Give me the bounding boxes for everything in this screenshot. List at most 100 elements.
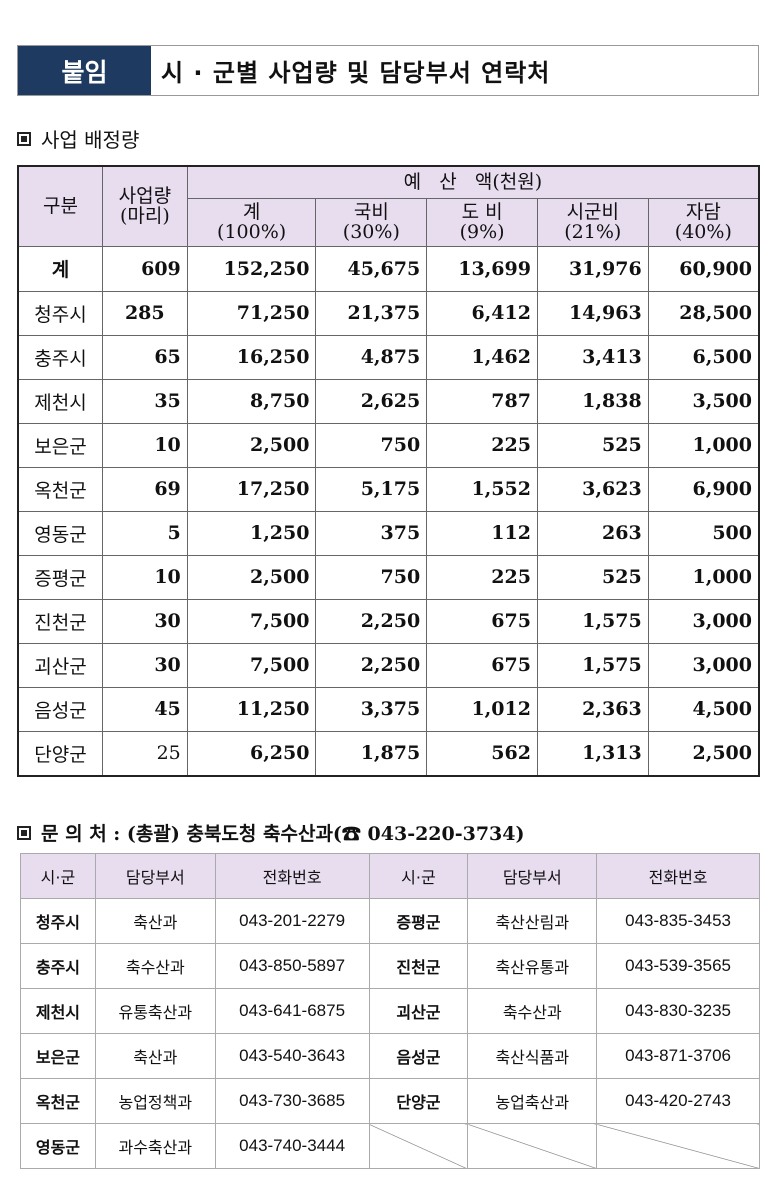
value-cell: 17,250 <box>186 466 317 512</box>
department-cell: 축산과 <box>94 1033 216 1079</box>
contacts-table: 시·군 담당부서 전화번호 시·군 담당부서 전화번호 청주시 축산과 043-201-227… <box>20 853 760 1169</box>
value-cell: 6,500 <box>647 334 760 380</box>
value-cell: 787 <box>426 378 538 424</box>
value-cell: 750 <box>315 422 428 468</box>
value-cell: 11,250 <box>186 686 317 732</box>
value-cell: 6,412 <box>426 290 538 336</box>
phone-cell: 043-830-3235 <box>596 988 760 1034</box>
phone-cell: 043-871-3706 <box>596 1033 760 1079</box>
region-cell: 청주시 <box>20 898 96 944</box>
region-cell: 옥천군 <box>17 466 103 512</box>
value-cell: 25 <box>101 730 188 776</box>
table-row: 제천시 유통축산과 043-641-6875 괴산군 축수산과 043-830-3235 <box>20 988 760 1034</box>
value-cell: 28,500 <box>647 290 760 336</box>
value-cell: 3,000 <box>647 598 760 644</box>
value-cell: 1,552 <box>426 466 538 512</box>
value-cell: 2,500 <box>186 554 317 600</box>
table-row: 보은군 축산과 043-540-3643 음성군 축산식품과 043-871-3706 <box>20 1033 760 1079</box>
value-cell: 3,000 <box>647 642 760 688</box>
value-cell: 3,375 <box>315 686 428 732</box>
value-cell: 1,313 <box>536 730 649 776</box>
table-row: 음성군 45 11,250 3,375 1,012 2,363 4,500 <box>17 686 760 732</box>
value-cell: 1,575 <box>536 642 649 688</box>
value-cell: 750 <box>315 554 428 600</box>
value-cell: 30 <box>101 598 188 644</box>
table-row: 영동군 과수축산과 043-740-3444 <box>20 1123 760 1169</box>
empty-cell <box>368 1123 469 1169</box>
region-cell: 진천군 <box>17 598 103 644</box>
table-row: 단양군 25 6,250 1,875 562 1,313 2,500 <box>17 730 760 776</box>
region-cell: 괴산군 <box>17 642 103 688</box>
square-bullet-icon <box>17 131 31 146</box>
table-row: 옥천군 농업정책과 043-730-3685 단양군 농업축산과 043-420-2743 <box>20 1078 760 1124</box>
value-cell: 10 <box>101 554 188 600</box>
region-cell: 충주시 <box>20 943 96 989</box>
region-cell: 음성군 <box>368 1033 469 1079</box>
department-cell: 유통축산과 <box>94 988 216 1034</box>
department-cell: 축산과 <box>94 898 216 944</box>
table-row: 영동군 5 1,250 375 112 263 500 <box>17 510 760 556</box>
phone-cell: 043-850-5897 <box>214 943 370 989</box>
department-cell: 축산유통과 <box>467 943 598 989</box>
table-row: 청주시 축산과 043-201-2279 증평군 축산산림과 043-835-3453 <box>20 898 760 944</box>
value-cell: 5,175 <box>315 466 428 512</box>
phone-cell: 043-641-6875 <box>214 988 370 1034</box>
region-cell: 음성군 <box>17 686 103 732</box>
phone-cell: 043-539-3565 <box>596 943 760 989</box>
region-cell: 괴산군 <box>368 988 469 1034</box>
value-cell: 7,500 <box>186 642 317 688</box>
header-budget-col: 국비 (30%) <box>315 197 428 247</box>
phone-cell: 043-740-3444 <box>214 1123 370 1169</box>
region-cell: 충주시 <box>17 334 103 380</box>
value-cell: 1,000 <box>647 422 760 468</box>
value-cell: 152,250 <box>186 245 317 292</box>
header-division: 구분 <box>17 165 103 247</box>
value-cell: 375 <box>315 510 428 556</box>
value-cell: 500 <box>647 510 760 556</box>
header-budget-col: 도 비 (9%) <box>426 197 538 247</box>
value-cell: 285 <box>101 290 188 336</box>
attachment-tag: 붙임 <box>18 46 151 95</box>
value-cell: 2,500 <box>647 730 760 776</box>
value-cell: 60,900 <box>647 245 760 292</box>
value-cell: 71,250 <box>186 290 317 336</box>
region-cell: 보은군 <box>20 1033 96 1079</box>
department-cell: 농업축산과 <box>467 1078 598 1124</box>
region-cell: 영동군 <box>20 1123 96 1169</box>
value-cell: 45,675 <box>315 245 428 292</box>
contacts-header: 시·군 <box>20 853 96 899</box>
table-row: 괴산군 30 7,500 2,250 675 1,575 3,000 <box>17 642 760 688</box>
value-cell: 31,976 <box>536 245 649 292</box>
contacts-header: 시·군 <box>368 853 469 899</box>
value-cell: 35 <box>101 378 188 424</box>
value-cell: 1,838 <box>536 378 649 424</box>
table-row: 제천시 35 8,750 2,625 787 1,838 3,500 <box>17 378 760 424</box>
value-cell: 14,963 <box>536 290 649 336</box>
value-cell: 525 <box>536 554 649 600</box>
title-box: 붙임 시 · 군별 사업량 및 담당부서 연락처 <box>17 45 759 96</box>
section-contact-heading: 문 의 처 : (총괄) 충북도청 축수산과(☎ 043-220-3734) <box>17 819 525 846</box>
department-cell: 과수축산과 <box>94 1123 216 1169</box>
value-cell: 8,750 <box>186 378 317 424</box>
value-cell: 3,623 <box>536 466 649 512</box>
section-allocation-heading: 사업 배정량 <box>17 124 139 153</box>
value-cell: 2,625 <box>315 378 428 424</box>
value-cell: 3,413 <box>536 334 649 380</box>
table-row: 진천군 30 7,500 2,250 675 1,575 3,000 <box>17 598 760 644</box>
value-cell: 1,250 <box>186 510 317 556</box>
empty-cell <box>596 1123 760 1169</box>
table-row: 청주시 285 71,250 21,375 6,412 14,963 28,500 <box>17 290 760 336</box>
department-cell: 농업정책과 <box>94 1078 216 1124</box>
value-cell: 16,250 <box>186 334 317 380</box>
value-cell: 21,375 <box>315 290 428 336</box>
region-cell: 청주시 <box>17 290 103 336</box>
region-cell: 제천시 <box>20 988 96 1034</box>
value-cell: 1,012 <box>426 686 538 732</box>
contacts-header: 전화번호 <box>214 853 370 899</box>
phone-cell: 043-420-2743 <box>596 1078 760 1124</box>
value-cell: 6,250 <box>186 730 317 776</box>
value-cell: 2,500 <box>186 422 317 468</box>
value-cell: 1,575 <box>536 598 649 644</box>
department-cell: 축산산림과 <box>467 898 598 944</box>
header-budget-col: 계 (100%) <box>186 197 317 247</box>
